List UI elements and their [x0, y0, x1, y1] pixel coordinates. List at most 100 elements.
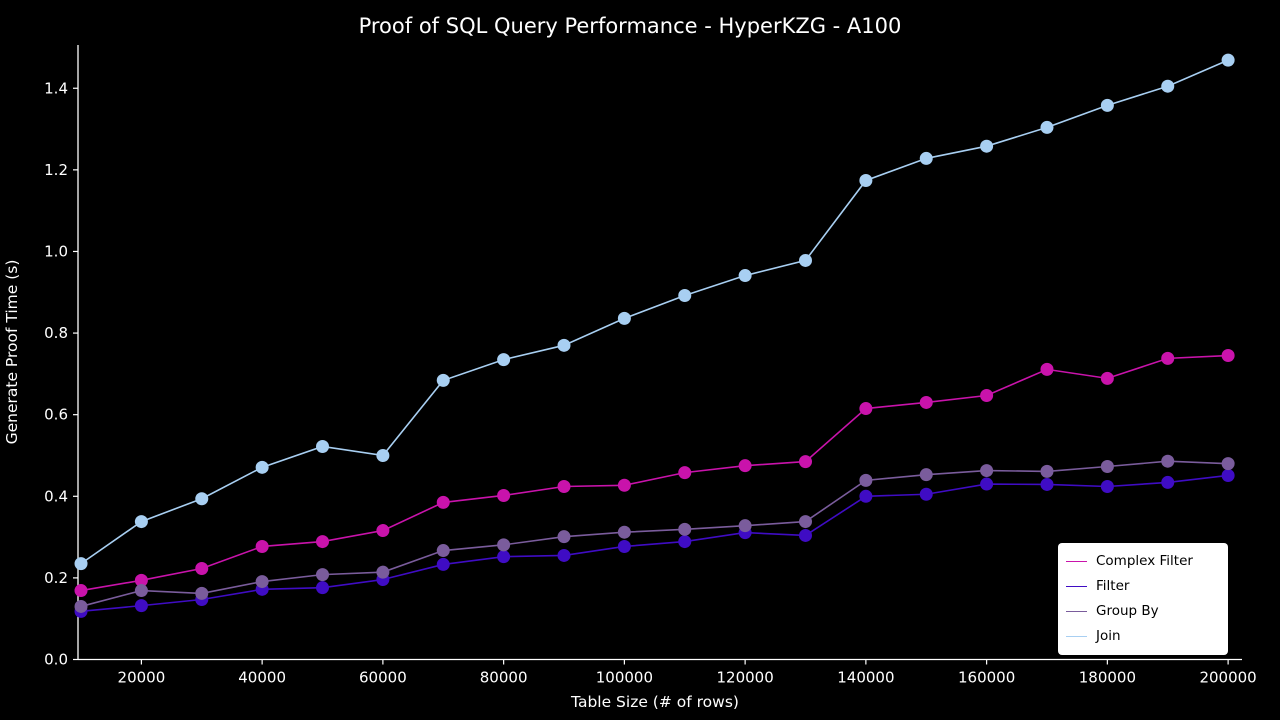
x-tick-label: 120000 [716, 669, 773, 687]
chart-title: Proof of SQL Query Performance - HyperKZ… [359, 14, 902, 38]
data-point-join [799, 253, 812, 267]
data-point-filter [678, 535, 692, 549]
data-point-filter [134, 599, 148, 613]
y-tick-label: 0.8 [44, 324, 68, 342]
data-point-complex-filter [436, 495, 450, 509]
series-line-filter [80, 474, 1229, 613]
data-point-complex-filter [255, 539, 269, 553]
data-point-join [678, 289, 692, 303]
data-point-group-by [497, 538, 511, 552]
data-point-filter [617, 539, 631, 553]
legend-item-filter: Filter [1058, 574, 1228, 599]
x-tick-label: 160000 [958, 669, 1015, 687]
series-line-group-by [80, 460, 1229, 608]
x-tick-label: 100000 [596, 669, 653, 687]
data-point-group-by [799, 515, 812, 529]
data-point-join [1100, 98, 1114, 112]
data-point-complex-filter [678, 466, 692, 480]
x-tick-label: 60000 [359, 669, 407, 687]
series-line-join [80, 59, 1229, 565]
legend-swatch-join [1066, 636, 1087, 637]
data-point-group-by [1040, 464, 1054, 478]
y-axis-label: Generate Proof Time (s) [3, 260, 21, 445]
data-point-join [74, 557, 88, 571]
data-point-group-by [316, 568, 330, 582]
data-point-filter [316, 581, 330, 595]
data-point-group-by [557, 530, 571, 544]
data-point-filter [436, 557, 450, 571]
x-tick-label: 200000 [1199, 669, 1256, 687]
data-point-complex-filter [859, 402, 873, 416]
data-point-group-by [617, 525, 631, 539]
data-point-join [557, 338, 571, 352]
data-point-group-by [859, 473, 873, 487]
data-point-complex-filter [1100, 371, 1114, 385]
y-axis-ticks: 0.0 0.2 0.4 0.6 0.8 1.0 1.2 1.4 [44, 79, 78, 669]
data-point-filter [1040, 477, 1054, 491]
legend-item-group-by: Group By [1058, 599, 1228, 624]
data-point-filter [919, 487, 933, 501]
legend-label-group-by: Group By [1096, 602, 1159, 619]
data-point-join [859, 173, 873, 187]
data-point-join [316, 440, 330, 454]
data-point-complex-filter [1161, 351, 1175, 365]
plot-series [74, 53, 1235, 618]
data-point-join [376, 448, 390, 462]
data-point-filter [557, 548, 571, 562]
data-point-group-by [980, 464, 994, 478]
y-tick-label: 1.2 [44, 161, 68, 179]
data-point-complex-filter [1221, 349, 1235, 363]
data-point-filter [980, 477, 994, 491]
data-point-join [617, 311, 631, 325]
y-tick-label: 1.0 [44, 242, 68, 260]
data-point-group-by [1100, 459, 1114, 473]
data-point-group-by [919, 468, 933, 482]
data-point-join [1040, 120, 1054, 134]
data-point-group-by [376, 565, 390, 579]
data-point-group-by [738, 519, 752, 533]
legend-swatch-group-by [1066, 611, 1087, 612]
data-point-complex-filter [195, 562, 209, 576]
legend: Complex Filter Filter Group By Join [1058, 543, 1228, 655]
data-point-complex-filter [738, 459, 752, 473]
y-tick-label: 0.6 [44, 406, 68, 424]
series-complex-filter [74, 349, 1235, 598]
x-tick-label: 20000 [118, 669, 166, 687]
data-point-complex-filter [134, 573, 148, 587]
series-join [74, 53, 1235, 571]
data-point-group-by [255, 575, 269, 589]
data-point-complex-filter [557, 479, 571, 493]
data-point-join [980, 139, 994, 153]
data-point-group-by [195, 586, 209, 600]
data-point-complex-filter [497, 488, 511, 502]
x-tick-label: 40000 [238, 669, 286, 687]
data-point-complex-filter [74, 584, 88, 598]
legend-item-join: Join [1058, 624, 1228, 649]
data-point-complex-filter [919, 395, 933, 409]
legend-label-complex-filter: Complex Filter [1096, 552, 1193, 569]
data-point-complex-filter [1040, 362, 1054, 376]
data-point-group-by [1221, 457, 1235, 471]
series-filter [74, 468, 1235, 618]
data-point-group-by [74, 599, 88, 613]
data-point-group-by [134, 584, 148, 598]
y-tick-label: 0.4 [44, 487, 68, 505]
data-point-join [919, 151, 933, 165]
data-point-join [738, 269, 752, 283]
y-tick-label: 1.4 [44, 79, 68, 97]
data-point-group-by [436, 544, 450, 558]
data-point-filter [859, 489, 873, 503]
data-point-join [497, 353, 511, 367]
data-point-join [1161, 79, 1175, 93]
data-point-group-by [1161, 454, 1175, 468]
x-tick-label: 80000 [480, 669, 528, 687]
x-tick-label: 140000 [837, 669, 894, 687]
legend-item-complex-filter: Complex Filter [1058, 549, 1228, 574]
data-point-filter [1100, 479, 1114, 493]
data-point-complex-filter [376, 524, 390, 538]
data-point-filter [799, 528, 812, 542]
data-point-join [134, 515, 148, 529]
x-tick-label: 180000 [1079, 669, 1136, 687]
